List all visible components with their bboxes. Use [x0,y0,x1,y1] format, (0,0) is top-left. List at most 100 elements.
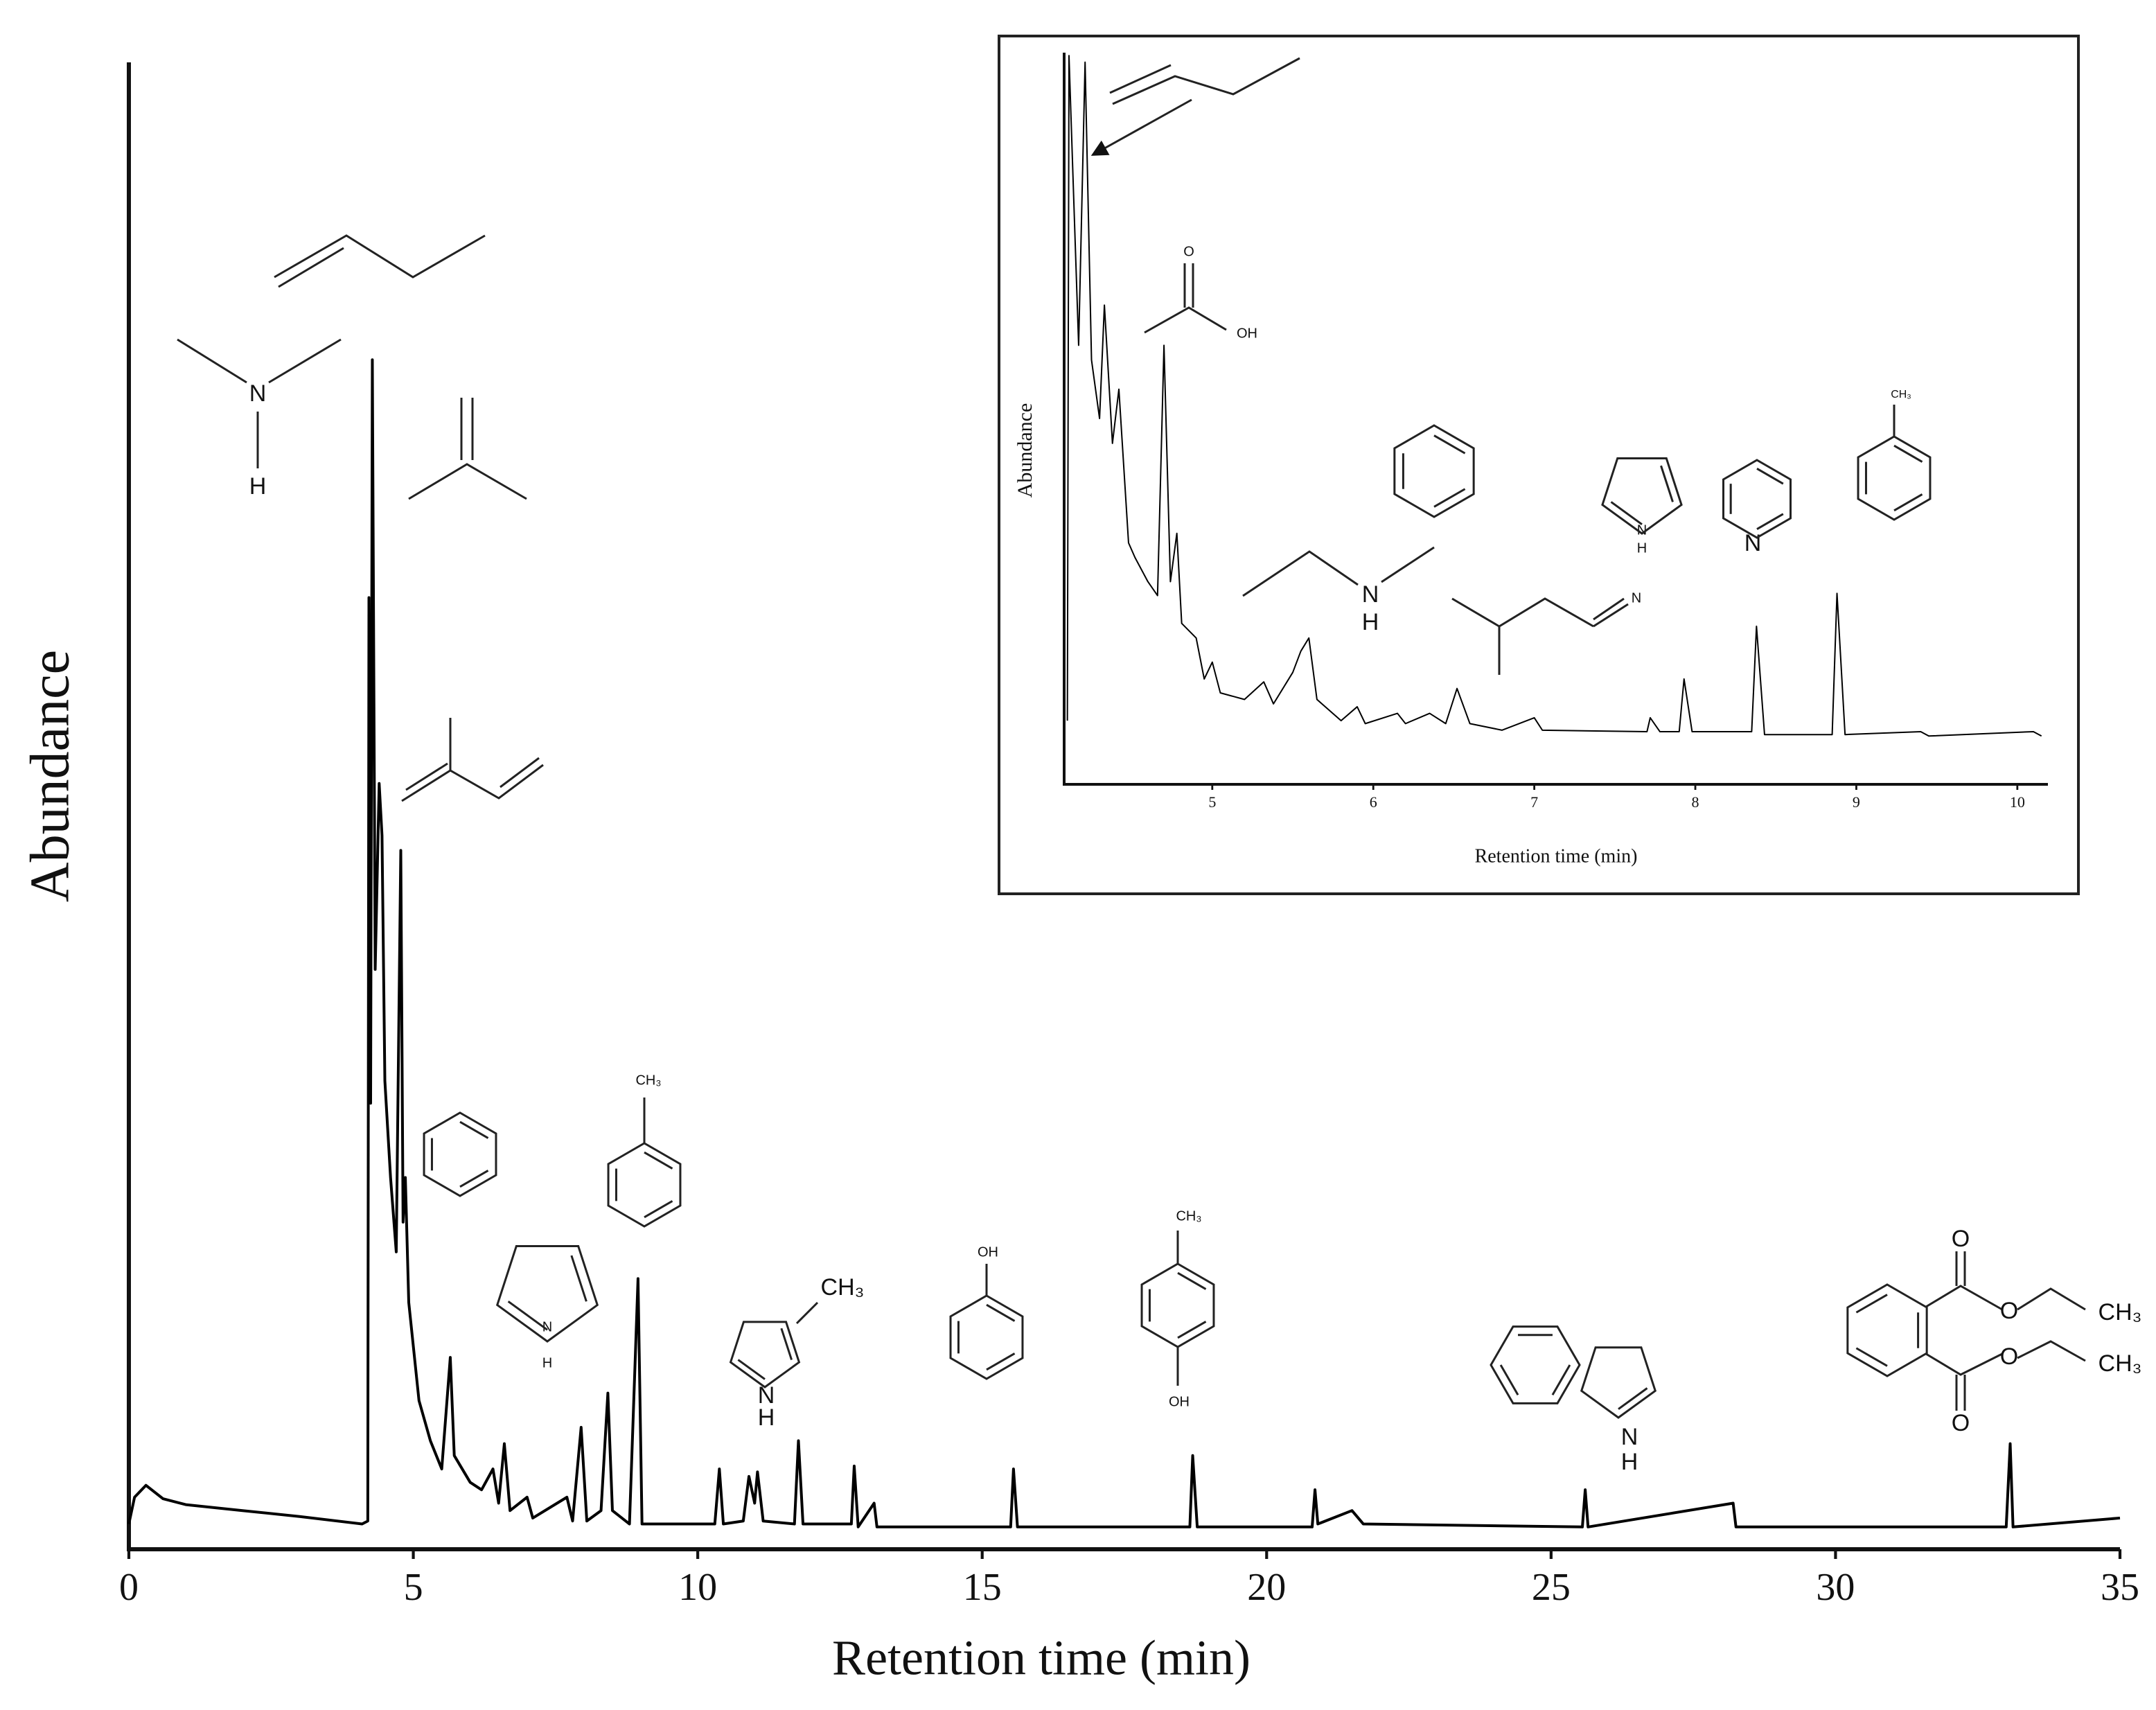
ring [1580,1346,1657,1419]
bond [278,247,344,288]
atom-label: N [249,380,267,407]
atom-label: O [2000,1343,2018,1370]
bond [1756,468,1784,485]
atom-label: H [1362,609,1379,635]
ring [1393,424,1475,518]
y-axis-title: Abundance [1014,403,1036,498]
atom-label: H [249,473,267,500]
bond [780,1328,793,1360]
x-axis-title: Retention time (min) [832,1630,1251,1686]
bond [1925,1285,2003,1311]
bond [1242,550,1359,597]
bond [1756,513,1784,530]
bond [1451,597,1594,628]
bond [459,1170,489,1188]
bond [1112,57,1300,105]
x-tick-label: 7 [1530,793,1538,811]
x-tick-label: 5 [1208,793,1216,811]
bond [177,338,247,384]
bond [2017,1340,2086,1362]
bond [1381,546,1435,583]
trace [127,358,2121,1528]
bond [1593,603,1629,628]
bond [1551,1364,1571,1395]
bond [405,762,448,791]
x-tick-label: 30 [1816,1566,1855,1609]
bond [1855,1347,1888,1367]
atom-label: N [1362,581,1379,608]
ring [607,1142,682,1228]
bond [795,1301,819,1325]
bond [408,463,527,500]
atom-label: O [2000,1298,2018,1324]
ring [729,1321,801,1389]
x-tick-label: 9 [1853,793,1860,811]
bond [644,1151,673,1170]
bond [1610,501,1643,526]
bond [1893,493,1923,512]
bond [986,1303,1016,1322]
bond [507,1301,548,1331]
bond [1618,1387,1648,1410]
ring [949,1294,1024,1380]
atom-label: CH₃ [2098,1299,2142,1325]
bond [459,1120,489,1139]
atom-label: N [1744,530,1762,556]
bond [268,338,342,384]
bond [1177,1321,1207,1339]
x-tick-label: 25 [1532,1566,1571,1609]
bond [644,1200,673,1219]
ring [1601,457,1683,535]
bond [737,1359,766,1380]
x-axis-title: Retention time (min) [1475,845,1638,867]
ring [495,1245,599,1343]
bond [1109,64,1172,94]
x-tick-label: 6 [1370,793,1377,811]
bond [1144,306,1227,334]
ring [423,1111,497,1197]
x-tick-label: 8 [1692,793,1699,811]
x-tick-label: 10 [678,1566,717,1609]
structure [274,234,486,279]
atom-label: O [1952,1410,1970,1436]
atom-label: N [1637,522,1647,538]
bond [1855,1294,1888,1314]
atom-label: O [1183,244,1194,259]
bond [1593,597,1625,621]
x-tick-label: 15 [963,1566,1002,1609]
bond [1925,1352,2003,1376]
ring [1140,1262,1215,1348]
atom-label: H [758,1404,775,1431]
arrow [1090,98,1192,156]
x-tick-label: 35 [2101,1566,2139,1609]
bond [401,764,544,802]
atom-label: CH₃ [2098,1350,2142,1377]
atom-label: CH₃ [1891,389,1911,400]
atom-label: CH₃ [1176,1208,1201,1224]
atom-label: N [1621,1424,1638,1450]
atom-label: OH [1169,1394,1190,1409]
atom-label: H [1637,540,1647,556]
atom-label: H [1621,1449,1638,1475]
bond [1499,1364,1519,1395]
x-tick-label: 20 [1247,1566,1286,1609]
bond [1177,1271,1207,1290]
bond [1893,444,1923,463]
atom-label: OH [1237,326,1257,341]
bond [1660,465,1674,502]
x-tick-label: 0 [119,1566,139,1609]
x-tick-label: 10 [2010,793,2025,811]
trace [1066,55,2042,737]
atom-label: N [1632,590,1641,606]
inset-frame [998,35,2080,895]
x-tick-label: 5 [404,1566,423,1609]
bond [2017,1287,2086,1311]
bond [1433,434,1466,455]
atom-label: OH [978,1244,998,1260]
bond [1433,488,1466,508]
bond [570,1255,587,1302]
y-axis-title: Abundance [19,650,80,902]
atom-label: O [1952,1226,1970,1252]
atom-label: CH₃ [821,1274,865,1301]
